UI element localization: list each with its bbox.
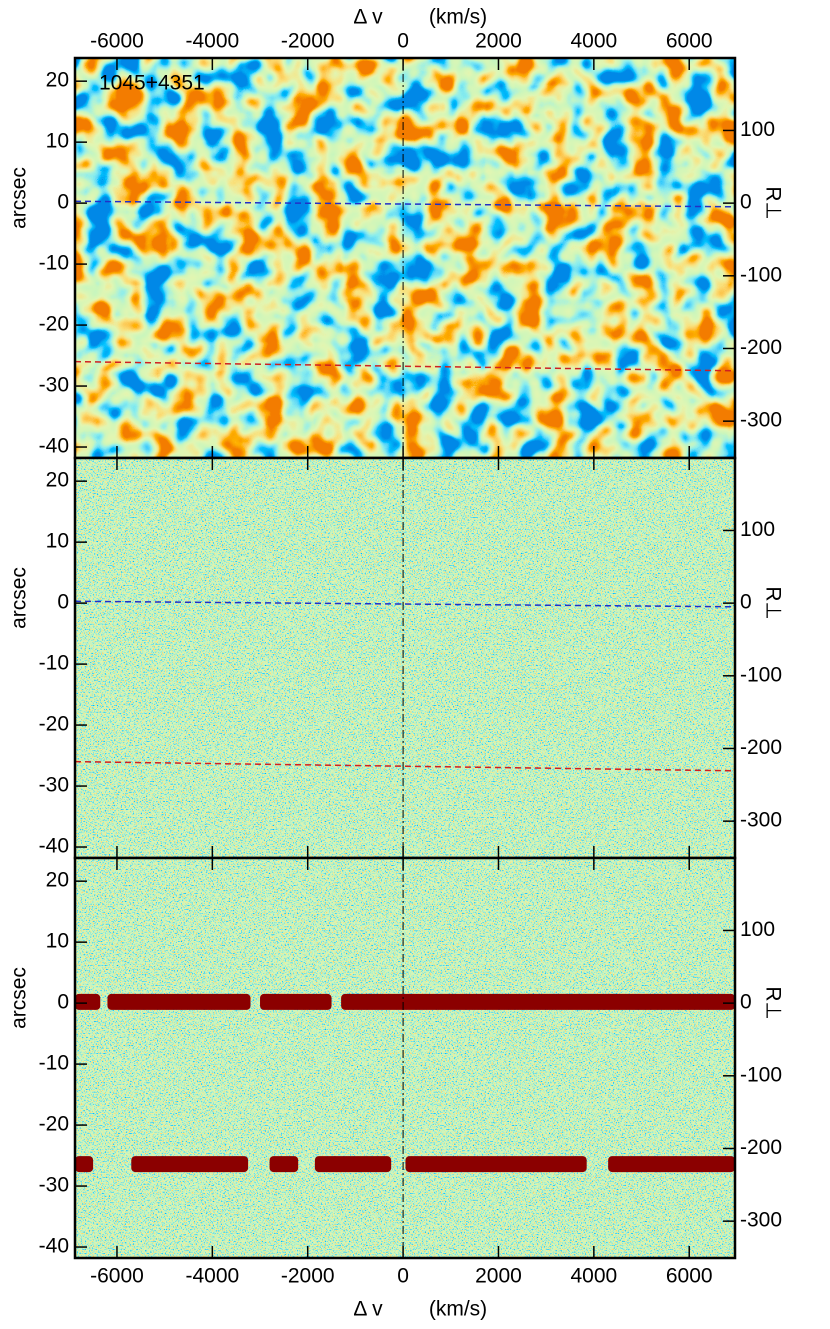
y2-tick-label: 100	[740, 918, 775, 941]
x-axis-unit: (km/s)	[429, 6, 487, 29]
y-tick-label: -40	[39, 435, 69, 458]
x-tick-label: -2000	[281, 30, 335, 53]
y-tick-label: 20	[46, 469, 69, 492]
y-tick-label: 0	[57, 191, 69, 214]
image	[75, 458, 735, 858]
y-tick-label: 0	[57, 991, 69, 1014]
y-axis-label: arcsec	[8, 567, 31, 629]
y2-tick-label: -300	[740, 1209, 782, 1232]
x-axis-unit: (km/s)	[429, 1298, 487, 1321]
y-axis-label: arcsec	[8, 167, 31, 229]
y-tick-label: -40	[39, 1235, 69, 1258]
y2-tick-label: -100	[740, 663, 782, 686]
y-tick-label: -10	[39, 252, 69, 275]
y2-axis-label: R⊥	[761, 186, 784, 219]
y-tick-label: 10	[46, 130, 69, 153]
band	[260, 993, 332, 1010]
y-tick-label: -10	[39, 1052, 69, 1075]
y-tick-label: 20	[46, 869, 69, 892]
y2-tick-label: -100	[740, 263, 782, 286]
frame	[73, 856, 737, 1260]
band	[107, 993, 251, 1010]
dashed-line	[75, 200, 735, 208]
y-tick-label: -20	[39, 313, 69, 336]
y-tick-label: -40	[39, 835, 69, 858]
x-axis-label: Δ v	[353, 1298, 383, 1321]
y2-tick-label: 100	[740, 118, 775, 141]
panel	[75, 858, 735, 1258]
band	[341, 993, 735, 1010]
band	[405, 1156, 587, 1173]
y-tick-label: -30	[39, 774, 69, 797]
annotation: 1045+4351	[99, 72, 205, 95]
y-axis-label: arcsec	[8, 967, 31, 1029]
y2-tick-label: 0	[740, 991, 752, 1014]
y2-tick-label: -200	[740, 736, 782, 759]
y2-tick-label: -300	[740, 809, 782, 832]
band	[75, 1156, 94, 1173]
y-tick-label: 0	[57, 591, 69, 614]
x-tick-label: 4000	[570, 30, 617, 53]
x-tick-label: 6000	[666, 1265, 713, 1288]
y2-tick-label: 100	[740, 518, 775, 541]
y2-tick-label: 0	[740, 191, 752, 214]
y2-axis-label: R⊥	[761, 986, 784, 1019]
band	[314, 1156, 392, 1173]
y-tick-label: -20	[39, 1113, 69, 1136]
y2-tick-label: 0	[740, 591, 752, 614]
x-tick-label: -4000	[185, 1265, 239, 1288]
y2-tick-label: -100	[740, 1063, 782, 1086]
x-tick-label: 4000	[570, 1265, 617, 1288]
y2-tick-label: -200	[740, 336, 782, 359]
y-tick-label: 20	[46, 69, 69, 92]
y-tick-label: 10	[46, 530, 69, 553]
dashed-line	[75, 760, 735, 772]
y2-tick-label: -200	[740, 1136, 782, 1159]
image	[75, 58, 735, 458]
y-tick-label: -30	[39, 1174, 69, 1197]
band	[131, 1156, 249, 1173]
x-tick-label: -2000	[281, 1265, 335, 1288]
dashed-line	[75, 600, 735, 608]
y-tick-label: 10	[46, 930, 69, 953]
y-tick-label: -10	[39, 652, 69, 675]
band	[608, 1156, 735, 1173]
panel	[75, 58, 735, 458]
image	[75, 858, 735, 1258]
band	[75, 993, 101, 1010]
x-tick-label: 2000	[475, 30, 522, 53]
x-tick-label: -6000	[90, 1265, 144, 1288]
x-axis-label: Δ v	[353, 6, 383, 29]
dashed-line	[75, 360, 735, 372]
x-tick-label: 2000	[475, 1265, 522, 1288]
band	[269, 1156, 299, 1173]
x-tick-label: 0	[397, 1265, 409, 1288]
x-tick-label: -6000	[90, 30, 144, 53]
y2-tick-label: -300	[740, 409, 782, 432]
y-tick-label: -30	[39, 374, 69, 397]
panel	[75, 458, 735, 858]
x-tick-label: 0	[397, 30, 409, 53]
x-tick-label: 6000	[666, 30, 713, 53]
x-tick-label: -4000	[185, 30, 239, 53]
y-tick-label: -20	[39, 713, 69, 736]
y2-axis-label: R⊥	[761, 586, 784, 619]
